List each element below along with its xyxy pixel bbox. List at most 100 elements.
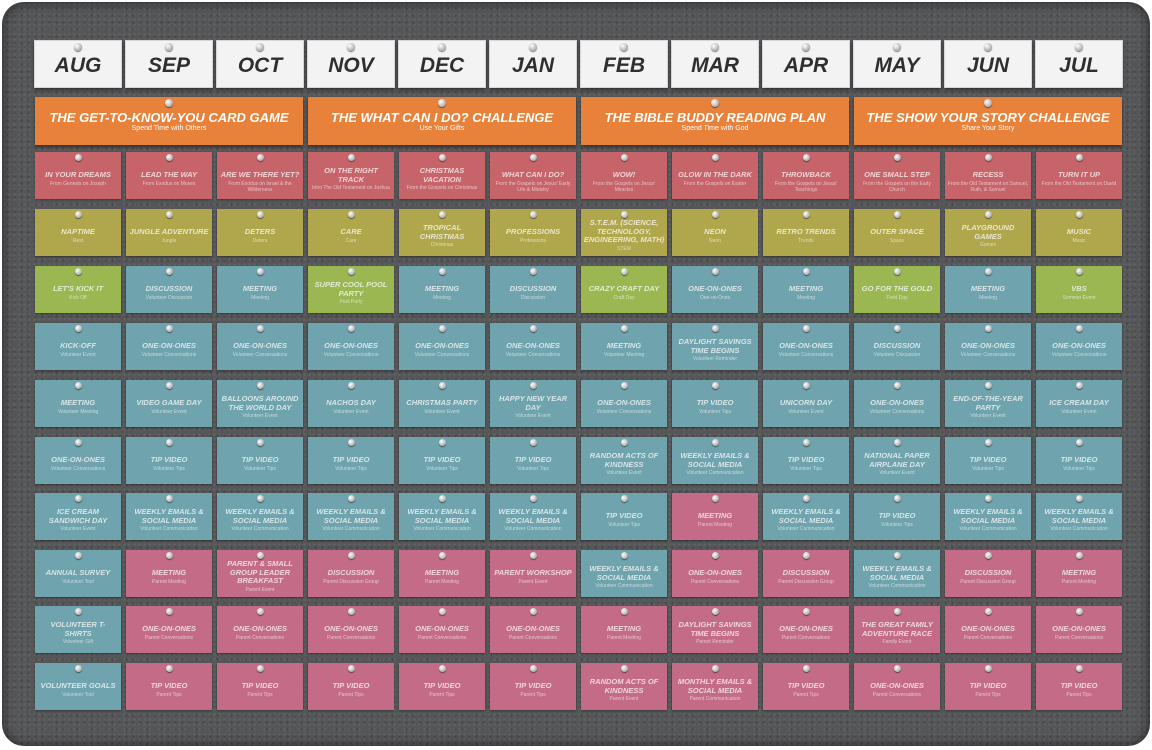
pushpin-icon bbox=[347, 268, 355, 275]
card-subtitle: Volunteer Event bbox=[60, 526, 96, 532]
card-subtitle: Deters bbox=[252, 238, 268, 244]
pushpin-icon bbox=[256, 382, 264, 389]
month-label: JUL bbox=[1059, 54, 1099, 77]
pushpin-icon bbox=[711, 325, 719, 332]
activity-card: RECESS From the Old Testament on Samuel, … bbox=[945, 152, 1031, 199]
card-title: TIP VIDEO bbox=[423, 455, 461, 464]
pushpin-icon bbox=[529, 211, 537, 218]
pushpin-icon bbox=[529, 382, 537, 389]
activity-card: WEEKLY EMAILS & SOCIAL MEDIA Volunteer Co… bbox=[308, 493, 394, 540]
activity-card: TIP VIDEO Parent Tips bbox=[490, 663, 576, 710]
card-title: ONE-ON-ONES bbox=[415, 341, 469, 350]
pushpin-icon bbox=[74, 552, 82, 559]
activity-card: TURN IT UP From the Old Testament on Davi… bbox=[1036, 152, 1122, 199]
card-subtitle: Volunteer Communication bbox=[1050, 526, 1108, 532]
card-title: LEAD THE WAY bbox=[140, 170, 198, 179]
card-title: WEEKLY EMAILS & SOCIAL MEDIA bbox=[134, 507, 204, 525]
pushpin-icon bbox=[347, 439, 355, 446]
activity-card: ONE-ON-ONES Volunteer Conversations bbox=[763, 323, 849, 370]
pushpin-icon bbox=[256, 325, 264, 332]
card-title: WEEKLY EMAILS & SOCIAL MEDIA bbox=[589, 564, 659, 582]
card-subtitle: From the Old Testament on Samuel, Ruth, … bbox=[947, 181, 1029, 193]
pushpin-icon bbox=[529, 439, 537, 446]
activity-card: ONE-ON-ONES Parent Conversations bbox=[945, 606, 1031, 653]
card-subtitle: Volunteer Discussion bbox=[873, 352, 921, 358]
activity-card: ONE-ON-ONES Parent Conversations bbox=[217, 606, 303, 653]
activity-card: MEETING Meeting bbox=[763, 266, 849, 313]
activity-card: S.T.E.M. (SCIENCE, TECHNOLOGY, ENGINEERI… bbox=[581, 209, 667, 256]
card-subtitle: Care bbox=[345, 238, 357, 244]
card-subtitle: Parent Conversations bbox=[963, 635, 1013, 641]
month-card-feb: FEB bbox=[580, 40, 668, 88]
pushpin-icon bbox=[74, 43, 82, 51]
card-subtitle: Volunteer Tips bbox=[153, 466, 185, 472]
pushpin-icon bbox=[711, 43, 719, 51]
month-card-jul: JUL bbox=[1035, 40, 1123, 88]
card-subtitle: Volunteer Communication bbox=[686, 470, 744, 476]
card-subtitle: Parent Conversations bbox=[690, 579, 740, 585]
pushpin-icon bbox=[1075, 382, 1083, 389]
pushpin-icon bbox=[347, 495, 355, 502]
card-subtitle: Volunteer Tips bbox=[699, 409, 731, 415]
card-title: ICE CREAM SANDWICH DAY bbox=[48, 507, 108, 525]
card-subtitle: Volunteer Communication bbox=[595, 583, 653, 589]
activity-card: TIP VIDEO Parent Tips bbox=[126, 663, 212, 710]
activity-card: DISCUSSION Volunteer Discussion bbox=[854, 323, 940, 370]
pushpin-icon bbox=[165, 665, 173, 672]
card-title: MEETING bbox=[697, 511, 733, 520]
card-title: ONE-ON-ONES bbox=[233, 341, 287, 350]
card-subtitle: Volunteer Event bbox=[970, 413, 1006, 419]
pushpin-icon bbox=[802, 608, 810, 615]
card-title: ONE-ON-ONES bbox=[506, 341, 560, 350]
card-subtitle: Games bbox=[979, 242, 997, 248]
card-title: ONE-ON-ONES bbox=[233, 624, 287, 633]
card-subtitle: Volunteer Conversations bbox=[869, 409, 925, 415]
challenge-banner: THE WHAT CAN I DO? CHALLENGE Use Your Gif… bbox=[308, 97, 576, 145]
card-subtitle: Field Day bbox=[886, 295, 908, 301]
pushpin-icon bbox=[438, 268, 446, 275]
card-title: TIP VIDEO bbox=[150, 455, 188, 464]
pushpin-icon bbox=[711, 99, 719, 107]
card-title: VOLUNTEER GOALS bbox=[40, 681, 116, 690]
pushpin-icon bbox=[802, 43, 810, 51]
pushpin-icon bbox=[529, 325, 537, 332]
card-title: PLAYGROUND GAMES bbox=[961, 223, 1015, 241]
activity-card: VOLUNTEER GOALS Volunteer Tool bbox=[35, 663, 121, 710]
card-title: DISCUSSION bbox=[509, 284, 557, 293]
pushpin-icon bbox=[74, 268, 82, 275]
card-title: NACHOS DAY bbox=[326, 398, 376, 407]
pushpin-icon bbox=[1075, 325, 1083, 332]
pushpin-icon bbox=[256, 211, 264, 218]
month-label: DEC bbox=[419, 54, 465, 77]
card-title: JUNGLE ADVENTURE bbox=[129, 227, 209, 236]
activity-card: TIP VIDEO Volunteer Tips bbox=[1036, 437, 1122, 484]
card-subtitle: Jungle bbox=[161, 238, 177, 244]
pushpin-icon bbox=[1075, 665, 1083, 672]
card-subtitle: Parent Conversations bbox=[781, 635, 831, 641]
card-title: DISCUSSION bbox=[873, 341, 921, 350]
pushpin-icon bbox=[347, 154, 355, 161]
card-title: WEEKLY EMAILS & SOCIAL MEDIA bbox=[498, 507, 568, 525]
card-subtitle: From Exodus on Moses bbox=[142, 181, 196, 187]
pushpin-icon bbox=[620, 382, 628, 389]
challenge-banner: THE SHOW YOUR STORY CHALLENGE Share Your … bbox=[854, 97, 1122, 145]
pushpin-icon bbox=[711, 665, 719, 672]
pushpin-icon bbox=[347, 382, 355, 389]
activity-card: TIP VIDEO Parent Tips bbox=[763, 663, 849, 710]
card-title: DISCUSSION bbox=[782, 568, 830, 577]
card-title: PROFESSIONS bbox=[505, 227, 561, 236]
card-subtitle: Christmas bbox=[430, 242, 454, 248]
pushpin-icon bbox=[256, 439, 264, 446]
activity-card: ONE-ON-ONES Volunteer Conversations bbox=[490, 323, 576, 370]
banner-subtitle: Spend Time with God bbox=[681, 125, 749, 132]
card-title: ICE CREAM DAY bbox=[1049, 398, 1109, 407]
activity-card: TIP VIDEO Volunteer Tips bbox=[763, 437, 849, 484]
card-title: MEETING bbox=[1061, 568, 1097, 577]
month-label: SEP bbox=[147, 54, 191, 77]
pushpin-icon bbox=[893, 665, 901, 672]
card-subtitle: Parent Event bbox=[609, 696, 639, 702]
activity-card: NATIONAL PAPER AIRPLANE DAY Volunteer Eve… bbox=[854, 437, 940, 484]
pushpin-icon bbox=[1075, 439, 1083, 446]
activity-card: CHRISTMAS VACATION From the Gospels on Ch… bbox=[399, 152, 485, 199]
activity-card: MEETING Parent Meeting bbox=[126, 550, 212, 597]
